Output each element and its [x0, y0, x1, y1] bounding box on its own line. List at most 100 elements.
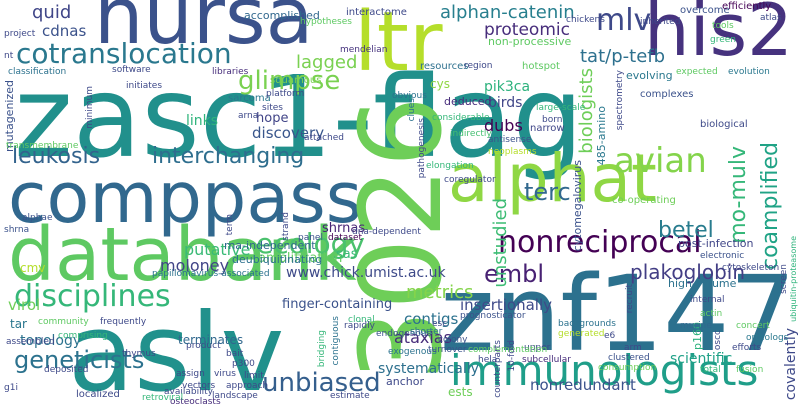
word-clues: clues: [407, 98, 417, 122]
word-total: total: [700, 365, 721, 375]
word-screen: screen: [779, 264, 789, 294]
word-discovery: discovery: [252, 124, 325, 142]
word-sas: sas: [336, 247, 358, 262]
word-cys: cys: [430, 77, 450, 91]
word-subcellular: subcellular: [522, 355, 572, 365]
word-shorter: shorter: [410, 327, 443, 337]
word-hope: hope: [256, 111, 289, 126]
word-co-operating: co-operating: [612, 195, 676, 206]
word-plakoglobin: plakoglobin: [630, 260, 746, 284]
word-obvious: obvious: [392, 91, 427, 101]
word-comprising: comprising: [58, 331, 108, 341]
word-assign: assign: [176, 369, 205, 379]
word-unbiased: unbiased: [262, 368, 381, 398]
word-fusion: fusion: [736, 365, 764, 375]
word-nursa: nursa: [94, 0, 314, 62]
word-disciplines: disciplines: [14, 279, 171, 314]
word-murine: murine: [680, 321, 712, 331]
word-shrnas: shrnas: [322, 221, 366, 236]
word-cmv: cmv: [20, 261, 46, 275]
word-orthologs: orthologs: [746, 333, 789, 343]
word-generated: generated: [558, 329, 605, 339]
word-geneticists: geneticists: [14, 346, 145, 374]
word-bait: bait: [226, 349, 244, 359]
word-znf147: znf147: [440, 253, 796, 375]
word-consumption: consumption: [598, 363, 657, 373]
word-inherited: inherited: [640, 17, 681, 27]
word-nonreciprocal: nonreciprocal: [498, 225, 702, 260]
word-unstudied: unstudied: [490, 198, 511, 288]
word-moloney: moloney: [160, 256, 230, 275]
word-efficiently: efficiently: [722, 1, 772, 12]
word-links: links: [186, 113, 219, 129]
word-minimum: minimum: [85, 86, 95, 129]
word-ltr: ltr: [354, 0, 443, 90]
word-deposited: deposited: [44, 365, 89, 375]
word-anchor: anchor: [386, 375, 424, 388]
word-mlv: mlv: [596, 3, 652, 38]
word-proteomic: proteomic: [484, 20, 570, 40]
word-clustered: clustered: [608, 353, 650, 363]
word-transmembrane: transmembrane: [6, 141, 79, 151]
word-terc: terc: [524, 178, 571, 206]
word-indirectly: indirectly: [450, 129, 492, 139]
word-betel: betel: [658, 218, 714, 243]
word-estimate: estimate: [330, 391, 370, 401]
word-virol: virol: [8, 296, 41, 314]
word-tools: tools: [712, 21, 734, 31]
word-product: product: [186, 341, 221, 351]
word-leukosis: leukosis: [12, 144, 101, 169]
word-complexes: complexes: [640, 89, 694, 100]
word-contiguous: contiguous: [331, 316, 341, 366]
word-backgrounds: backgrounds: [558, 319, 616, 329]
word-squamous: squamous: [270, 75, 322, 86]
word-cotranslocation: cotranslocation: [16, 37, 232, 70]
word-systematically: systematically: [378, 361, 479, 377]
word-sites: sites: [262, 103, 283, 113]
word-coregulator: coregulator: [444, 175, 496, 185]
word-overcome: overcome: [680, 5, 730, 16]
word-green: green: [710, 35, 736, 45]
word-dataset: dataset: [328, 233, 363, 243]
word-vectors: vectors: [182, 381, 216, 391]
word-glimpse: glimpse: [238, 66, 341, 96]
word-project: project: [4, 29, 36, 39]
word-ecology: ecology: [256, 227, 366, 260]
word-embl: embl: [484, 260, 545, 288]
word-ests: ests: [448, 385, 473, 399]
word-term: term: [225, 214, 235, 236]
word-counterparts: counterparts: [493, 340, 503, 398]
word-turnover: turnover: [428, 345, 467, 355]
word-strand: strand: [281, 212, 291, 241]
word-availability: availability: [164, 387, 213, 397]
word-post-infection: post-infection: [678, 237, 754, 250]
word-topology: topology: [20, 333, 82, 349]
word-url: www.chick.umist.ac.uk: [286, 265, 446, 281]
word-neoplasms: neoplasms: [488, 147, 537, 157]
word-shrna: shrna: [4, 225, 30, 235]
word-cytoskeleton: cytoskeleton: [722, 263, 780, 273]
word-non-processive: non-processive: [488, 35, 572, 48]
word-scientific: scientific: [670, 351, 733, 367]
word-pathogenesis: pathogenesis: [417, 118, 427, 179]
word-esc: esc: [432, 319, 448, 329]
word-rapidly: rapidly: [344, 321, 375, 331]
word-e6: e6: [604, 331, 616, 341]
word-terminates: terminates: [178, 333, 244, 347]
word-approach: approach: [226, 381, 269, 391]
word-interactome: interactome: [346, 7, 407, 18]
word-atlas: atlas: [760, 13, 782, 23]
word-sarcoma: sarcoma: [228, 93, 271, 104]
word-hela: hela: [478, 355, 498, 365]
word-region: region: [464, 61, 493, 71]
word-avian: avian: [614, 141, 707, 181]
word-elongation: elongation: [426, 161, 474, 171]
word-considerable: considerable: [432, 113, 490, 123]
word-insertionally: insertionally: [460, 296, 553, 314]
word-born: born: [542, 115, 563, 125]
word-assembled: assembled: [6, 337, 55, 347]
word-high-volume: high-volume: [668, 277, 737, 290]
word-initiates: initiates: [126, 81, 163, 91]
word-quid: quid: [32, 2, 72, 23]
